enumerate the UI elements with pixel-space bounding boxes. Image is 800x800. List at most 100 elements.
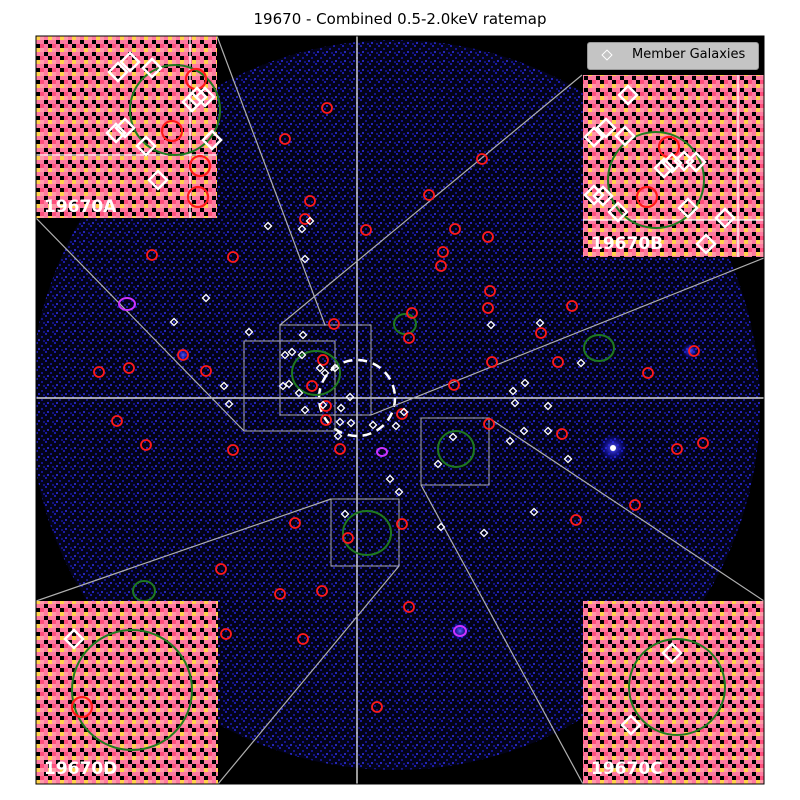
inset-member-galaxy: [105, 122, 127, 144]
zoom-box-c: [420, 417, 490, 486]
point-source-region: [328, 318, 340, 330]
point-source-region: [316, 585, 328, 597]
inset-c: 19670C: [583, 601, 764, 784]
point-sources-layer: [93, 102, 709, 713]
point-source-region: [437, 246, 449, 258]
member-galaxy-marker: [169, 317, 179, 327]
point-source-region: [448, 379, 460, 391]
point-source-region: [483, 418, 495, 430]
emission-field: [36, 40, 760, 770]
legend: Member Galaxies: [587, 42, 759, 70]
inset-a: 19670A: [36, 36, 223, 218]
member-galaxy-marker: [278, 381, 288, 391]
exclusion-region: [376, 447, 388, 457]
inset-member-galaxy: [583, 184, 605, 206]
point-source-region: [360, 224, 372, 236]
point-source-region: [220, 628, 232, 640]
bright-source-core: [610, 445, 616, 451]
inset-extended-region: [71, 629, 193, 751]
inset-c-label: 19670C: [591, 759, 663, 779]
point-source-region: [320, 414, 332, 426]
point-source-region: [279, 133, 291, 145]
cluster-center-circle: [317, 358, 397, 438]
inset-member-galaxy: [661, 642, 683, 664]
inset-member-galaxy: [677, 197, 699, 219]
point-source-region: [403, 332, 415, 344]
point-source-region: [123, 362, 135, 374]
member-galaxy-marker: [340, 509, 350, 519]
point-source-region: [570, 514, 582, 526]
inset-point-source: [188, 154, 212, 178]
point-source-region: [556, 428, 568, 440]
inset-a-label: 19670A: [44, 197, 117, 217]
extended-sources-layer: [132, 313, 615, 602]
inset-member-galaxy: [714, 207, 736, 229]
member-galaxy-marker: [297, 350, 307, 360]
point-source-region: [111, 415, 123, 427]
point-source-region: [274, 588, 286, 600]
point-source-region: [317, 354, 329, 366]
inset-member-galaxy: [607, 201, 629, 223]
inset-extended-region: [129, 64, 221, 156]
member-galaxy-marker: [479, 528, 489, 538]
point-source-region: [629, 499, 641, 511]
point-source-region: [403, 601, 415, 613]
member-galaxy-marker: [543, 401, 553, 411]
member-galaxy-marker: [320, 368, 330, 378]
point-source-region: [297, 633, 309, 645]
member-galaxy-marker: [519, 426, 529, 436]
inset-member-galaxy: [695, 233, 717, 255]
member-galaxy-marker: [563, 454, 573, 464]
member-galaxy-marker: [263, 221, 273, 231]
member-galaxies-layer: [169, 216, 586, 538]
point-source-region: [140, 439, 152, 451]
inset-member-galaxy: [592, 185, 614, 207]
member-galaxy-marker: [508, 386, 518, 396]
member-galaxy-marker: [284, 379, 294, 389]
inset-c-image: [583, 601, 764, 784]
point-source-region: [227, 251, 239, 263]
member-galaxy-marker: [287, 347, 297, 357]
member-galaxy-marker: [391, 421, 401, 431]
exclusion-region: [118, 297, 136, 311]
inset-d-image: [36, 601, 218, 784]
member-galaxy-marker: [510, 398, 520, 408]
point-source-region: [200, 365, 212, 377]
member-galaxy-marker: [294, 388, 304, 398]
point-source-region: [177, 349, 189, 361]
point-source-region: [93, 366, 105, 378]
member-galaxy-marker: [333, 431, 343, 441]
member-galaxy-marker: [346, 418, 356, 428]
point-source-region: [535, 327, 547, 339]
inset-member-galaxy: [614, 125, 636, 147]
point-source-region: [299, 213, 311, 225]
member-galaxy-marker: [335, 417, 345, 427]
point-source-region: [306, 380, 318, 392]
member-galaxy-marker: [330, 363, 340, 373]
inset-extended-region: [628, 638, 726, 736]
point-source-region: [304, 195, 316, 207]
inset-member-galaxy: [107, 61, 129, 83]
inset-point-source: [186, 185, 210, 209]
member-galaxy-marker: [368, 420, 378, 430]
point-source-region: [642, 367, 654, 379]
extended-source-region: [583, 334, 615, 362]
member-galaxy-marker: [280, 350, 290, 360]
member-galaxy-marker: [385, 474, 395, 484]
plot-frame: [35, 35, 765, 785]
extended-source-region: [342, 510, 392, 556]
bright-source: [682, 343, 698, 359]
member-galaxy-marker: [318, 400, 328, 410]
member-galaxy-marker: [305, 216, 315, 226]
point-source-region: [482, 302, 494, 314]
inset-member-galaxy: [119, 51, 141, 73]
inset-member-galaxy: [63, 628, 85, 650]
point-source-region: [227, 444, 239, 456]
inset-member-galaxy: [147, 169, 169, 191]
point-source-region: [396, 518, 408, 530]
member-galaxy-marker: [505, 436, 515, 446]
inset-member-galaxy: [595, 117, 617, 139]
inset-member-galaxy: [583, 126, 605, 148]
point-source-region: [671, 443, 683, 455]
point-source-region: [484, 285, 496, 297]
